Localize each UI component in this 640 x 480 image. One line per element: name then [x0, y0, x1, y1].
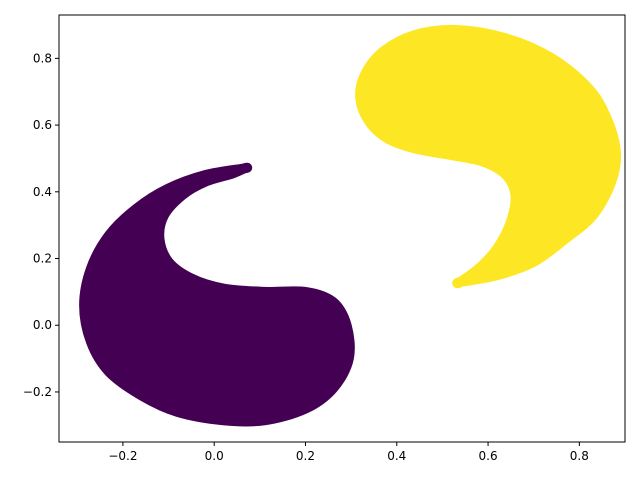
y-tick-label: 0.8 [33, 51, 52, 65]
x-tick-label: 0.8 [570, 449, 589, 463]
x-tick-label: −0.2 [108, 449, 137, 463]
scatter-series-1 [79, 162, 355, 427]
x-tick-label: 0.0 [205, 449, 224, 463]
x-tick-label: 0.6 [479, 449, 498, 463]
y-tick-label: 0.6 [33, 118, 52, 132]
x-tick-label: 0.2 [296, 449, 315, 463]
y-tick-label: 0.4 [33, 185, 52, 199]
x-tick-label: 0.4 [387, 449, 406, 463]
y-tick-label: −0.2 [23, 385, 52, 399]
y-axis: −0.2 0.0 0.2 0.4 0.6 0.8 [23, 51, 59, 399]
scatter-marks [79, 24, 622, 427]
axes-frame [58, 14, 626, 443]
scatter-series-2 [355, 24, 622, 289]
y-tick-label: 0.2 [33, 252, 52, 266]
y-tick-label: 0.0 [33, 318, 52, 332]
x-axis: −0.2 0.0 0.2 0.4 0.6 0.8 [108, 442, 589, 463]
